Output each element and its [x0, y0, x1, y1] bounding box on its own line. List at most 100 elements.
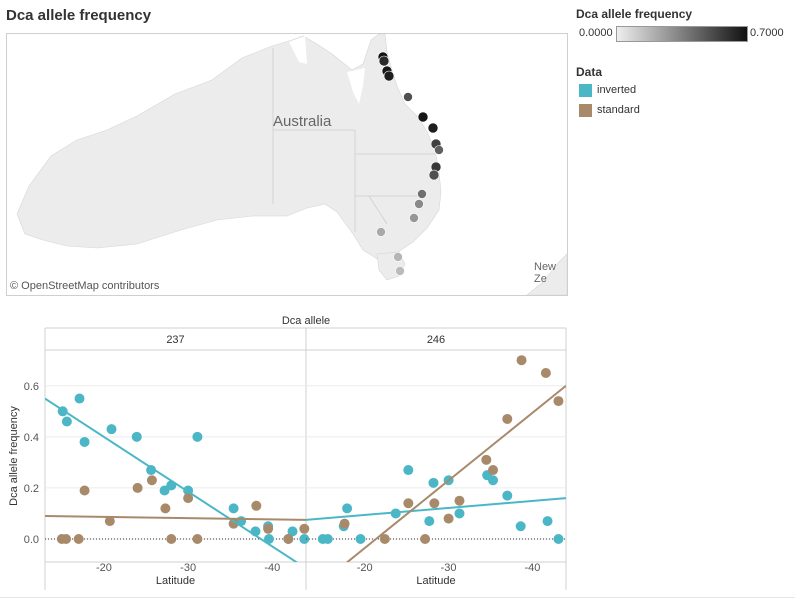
data-point-inverted[interactable]: [502, 490, 513, 501]
data-point-inverted[interactable]: [322, 534, 333, 545]
y-tick-label: 0.0: [24, 534, 39, 546]
data-point-inverted[interactable]: [299, 534, 310, 545]
map-point[interactable]: [428, 169, 440, 181]
data-point-standard[interactable]: [429, 498, 440, 509]
frequency-legend-max: 0.7000: [750, 27, 784, 39]
data-point-inverted[interactable]: [542, 516, 553, 527]
page-title: Dca allele frequency: [6, 7, 152, 24]
map-point[interactable]: [427, 122, 439, 134]
data-point-inverted[interactable]: [342, 503, 353, 514]
data-point-inverted[interactable]: [553, 534, 564, 545]
australia-landmass: [16, 34, 442, 261]
data-point-standard[interactable]: [79, 485, 90, 496]
x-tick-label: -40: [264, 562, 280, 574]
map-point[interactable]: [434, 145, 444, 155]
data-point-standard[interactable]: [73, 534, 84, 545]
data-point-inverted[interactable]: [515, 521, 526, 532]
data-point-inverted[interactable]: [424, 516, 435, 527]
legend-swatch-inverted: [579, 84, 592, 97]
data-point-standard[interactable]: [299, 523, 310, 534]
data-point-standard[interactable]: [488, 465, 499, 476]
panel-246: -20 -30 -40: [306, 355, 566, 574]
bottom-divider: [0, 597, 795, 598]
x-axis-title-237: Latitude: [156, 575, 195, 587]
map-point[interactable]: [417, 111, 429, 123]
data-point-standard[interactable]: [228, 518, 239, 529]
new-zealand-landmass: [526, 253, 567, 295]
map-country-label: Australia: [273, 113, 332, 130]
y-tick-label: 0.6: [24, 381, 39, 393]
data-point-standard[interactable]: [379, 534, 390, 545]
frequency-legend-title: Dca allele frequency: [576, 7, 693, 21]
data-point-inverted[interactable]: [79, 436, 90, 447]
data-point-inverted[interactable]: [192, 431, 203, 442]
map-sample-points: [376, 51, 444, 276]
map-point[interactable]: [417, 189, 427, 199]
y-tick-label: 0.4: [24, 432, 39, 444]
data-point-standard[interactable]: [183, 493, 194, 504]
map-point[interactable]: [383, 70, 395, 82]
data-point-inverted[interactable]: [74, 393, 85, 404]
data-legend-title: Data: [576, 65, 603, 79]
data-point-standard[interactable]: [403, 498, 414, 509]
map-point[interactable]: [414, 199, 424, 209]
data-point-standard[interactable]: [160, 503, 171, 514]
x-tick-label: -20: [96, 562, 112, 574]
map-nz-label: New Ze: [534, 261, 557, 285]
map-attribution[interactable]: © OpenStreetMap contributors: [10, 280, 160, 292]
data-point-standard[interactable]: [166, 534, 177, 545]
data-point-standard[interactable]: [283, 534, 294, 545]
chart-frame: [44, 327, 567, 590]
data-point-inverted[interactable]: [403, 465, 414, 476]
map-point[interactable]: [395, 266, 405, 276]
data-point-standard[interactable]: [443, 513, 454, 524]
scatter-chart[interactable]: Dca allele 237 246 Dca allele frequency …: [0, 305, 795, 597]
map-point[interactable]: [409, 213, 419, 223]
panel-header-246: 246: [427, 334, 445, 346]
map-view[interactable]: Australia New Ze © OpenStreetMap contrib…: [6, 33, 568, 296]
map-point[interactable]: [393, 252, 403, 262]
data-point-standard[interactable]: [61, 534, 72, 545]
map-canvas[interactable]: [7, 34, 567, 295]
map-point[interactable]: [378, 55, 390, 67]
data-point-inverted[interactable]: [488, 475, 499, 486]
x-tick-label: -20: [357, 562, 373, 574]
data-point-inverted[interactable]: [428, 477, 439, 488]
data-point-standard[interactable]: [132, 482, 143, 493]
data-point-standard[interactable]: [420, 534, 431, 545]
map-point[interactable]: [376, 227, 386, 237]
data-point-inverted[interactable]: [390, 508, 401, 519]
data-point-standard[interactable]: [553, 396, 564, 407]
y-axis-title: Dca allele frequency: [8, 406, 20, 506]
frequency-gradient-bar: [616, 26, 748, 42]
panel-237: -20 -30 -40: [45, 393, 310, 574]
data-point-standard[interactable]: [263, 523, 274, 534]
data-point-standard[interactable]: [481, 454, 492, 465]
data-point-standard[interactable]: [516, 355, 527, 366]
x-tick-label: -40: [524, 562, 540, 574]
data-point-standard[interactable]: [104, 516, 115, 527]
data-point-standard[interactable]: [454, 495, 465, 506]
data-point-inverted[interactable]: [454, 508, 465, 519]
data-point-standard[interactable]: [251, 500, 262, 511]
trend-line-standard[interactable]: [340, 384, 566, 569]
map-point[interactable]: [403, 92, 413, 102]
data-point-standard[interactable]: [339, 518, 350, 529]
data-point-inverted[interactable]: [287, 526, 298, 537]
trend-line-inverted[interactable]: [306, 497, 566, 521]
data-point-inverted[interactable]: [355, 534, 366, 545]
data-point-standard[interactable]: [192, 534, 203, 545]
data-point-standard[interactable]: [502, 413, 513, 424]
data-point-standard[interactable]: [540, 367, 551, 378]
data-point-inverted[interactable]: [106, 424, 117, 435]
data-point-inverted[interactable]: [228, 503, 239, 514]
x-axis-title-246: Latitude: [416, 575, 455, 587]
legend-label-standard: standard: [597, 104, 640, 116]
trend-line-inverted[interactable]: [45, 397, 306, 569]
data-point-inverted[interactable]: [146, 465, 157, 476]
data-point-inverted[interactable]: [61, 416, 72, 427]
state-borders: [272, 48, 435, 232]
data-point-standard[interactable]: [146, 475, 157, 486]
trend-line-standard[interactable]: [45, 515, 306, 521]
data-point-inverted[interactable]: [131, 431, 142, 442]
